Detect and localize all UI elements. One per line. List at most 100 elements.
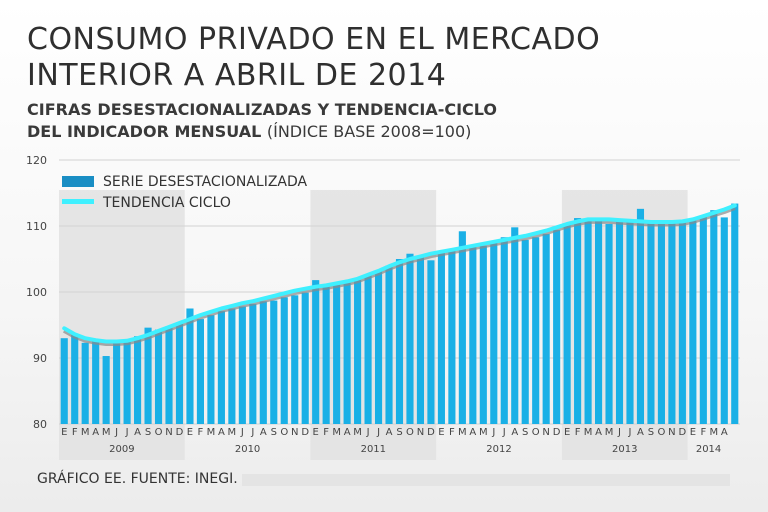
x-tick-label-month: M: [207, 427, 216, 438]
x-tick-label-month: S: [145, 427, 151, 438]
x-tick-label-month: J: [491, 427, 495, 438]
page-title-line-2: INTERIOR A ABRIL DE 2014: [27, 58, 447, 93]
y-tick-label-100: 100: [26, 286, 47, 299]
y-tick-label-120: 120: [26, 154, 47, 167]
x-tick-label-month: A: [218, 427, 225, 438]
x-tick-label-month: M: [605, 427, 614, 438]
x-tick-label-month: S: [271, 427, 277, 438]
x-tick-label-month: M: [458, 427, 467, 438]
x-tick-label-month: E: [690, 427, 696, 438]
x-tick-label-month: A: [386, 427, 393, 438]
x-tick-label-month: F: [72, 427, 78, 438]
bar: [532, 237, 540, 424]
trend-line: [62, 203, 737, 344]
x-tick-label-month: F: [449, 427, 455, 438]
bar: [102, 356, 110, 424]
x-tick-label-month: J: [366, 427, 370, 438]
bar: [594, 220, 603, 424]
x-tick-label-month: E: [187, 427, 193, 438]
bar: [238, 306, 246, 424]
x-tick-label-month: A: [637, 427, 644, 438]
bar: [615, 221, 624, 424]
bar: [186, 308, 194, 424]
x-tick-label-month: A: [595, 427, 602, 438]
x-tick-label-month: M: [479, 427, 488, 438]
x-tick-label-month: J: [617, 427, 621, 438]
x-tick-label-month: O: [155, 427, 163, 438]
x-tick-label-month: E: [564, 427, 570, 438]
x-tick-label-month: O: [532, 427, 540, 438]
x-tick-label-month: D: [176, 427, 184, 438]
subtitle-indicator: DEL INDICADOR MENSUAL: [27, 122, 262, 141]
bar: [584, 218, 592, 424]
bar: [175, 323, 184, 424]
x-tick-label-month: N: [668, 427, 675, 438]
bar: [479, 245, 487, 424]
x-tick-label-month: N: [165, 427, 172, 438]
y-tick-label-80: 80: [33, 418, 47, 431]
bar: [322, 286, 330, 424]
x-tick-label-month: N: [291, 427, 298, 438]
x-tick-label-month: J: [502, 427, 506, 438]
x-tick-label-month: J: [125, 427, 129, 438]
subtitle-line-1: CIFRAS DESESTACIONALIZADAS Y TENDENCIA-C…: [27, 100, 497, 119]
bar: [113, 343, 121, 424]
x-tick-label-month: S: [522, 427, 528, 438]
x-tick-label-month: S: [396, 427, 402, 438]
bar: [92, 341, 100, 424]
bar: [710, 210, 718, 424]
bar: [123, 341, 131, 424]
x-tick-label-month: A: [134, 427, 141, 438]
bar: [678, 222, 686, 424]
bar: [249, 303, 257, 424]
page-title-line-1: CONSUMO PRIVADO EN EL MERCADO: [27, 22, 601, 57]
x-tick-label-month: M: [332, 427, 341, 438]
bar: [626, 220, 634, 424]
bar: [458, 231, 466, 424]
legend-label-bar: SERIE DESESTACIONALIZADA: [103, 174, 308, 190]
x-tick-label-month: J: [250, 427, 254, 438]
bar: [521, 239, 529, 424]
x-tick-label-month: F: [575, 427, 581, 438]
bar: [196, 319, 205, 424]
x-tick-label-month: M: [584, 427, 593, 438]
x-tick-label-month: O: [406, 427, 414, 438]
x-tick-label-month: D: [427, 427, 435, 438]
bar: [354, 280, 362, 424]
year-label-2012: 2012: [486, 444, 511, 455]
x-tick-label-month: M: [81, 427, 90, 438]
legend-swatch-bar: [62, 176, 94, 187]
x-tick-label-month: D: [679, 427, 687, 438]
bar: [385, 265, 393, 424]
x-tick-label-month: D: [553, 427, 561, 438]
year-band-2009: [59, 190, 185, 460]
bar: [154, 329, 163, 424]
bar: [165, 326, 173, 424]
bar: [280, 297, 288, 424]
bar: [395, 259, 404, 424]
source-note: GRÁFICO EE. FUENTE: INEGI.: [37, 471, 238, 487]
bar: [500, 237, 508, 424]
x-tick-label-month: M: [353, 427, 362, 438]
x-tick-label-month: J: [376, 427, 380, 438]
x-tick-label-month: N: [417, 427, 424, 438]
bar: [668, 222, 676, 424]
x-tick-label-month: O: [280, 427, 288, 438]
bar: [427, 260, 435, 424]
x-tick-label-month: F: [700, 427, 706, 438]
x-tick-label-month: A: [92, 427, 99, 438]
bar: [81, 342, 89, 424]
bar: [647, 222, 655, 424]
bar: [71, 334, 79, 424]
y-tick-label-110: 110: [26, 220, 47, 233]
bar: [699, 215, 707, 424]
bar: [60, 338, 68, 424]
bar: [301, 292, 309, 424]
y-tick-label-90: 90: [33, 352, 47, 365]
bar: [542, 233, 550, 424]
bar: [374, 270, 383, 424]
year-label-2013: 2013: [612, 444, 637, 455]
x-tick-label-month: F: [198, 427, 204, 438]
x-tick-label-month: E: [313, 427, 319, 438]
x-tick-label-month: M: [228, 427, 237, 438]
